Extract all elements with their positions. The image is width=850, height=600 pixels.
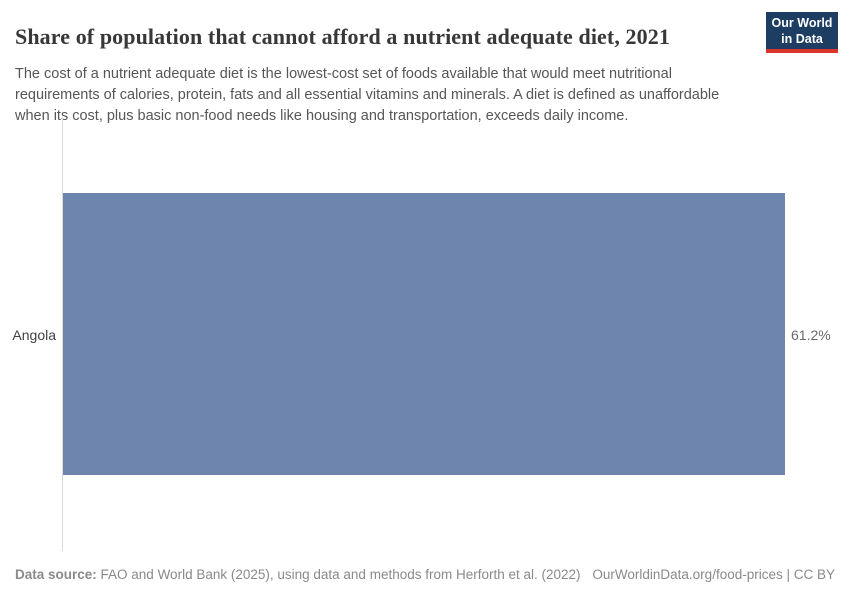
owid-logo-line1: Our World (771, 16, 833, 30)
chart-title: Share of population that cannot afford a… (15, 23, 670, 49)
data-source-label: Data source: (15, 567, 97, 582)
attribution-link[interactable]: OurWorldinData.org/food-prices | CC BY (592, 567, 835, 582)
value-label-angola: 61.2% (791, 327, 831, 343)
chart-subtitle: The cost of a nutrient adequate diet is … (15, 65, 720, 125)
data-source-text: FAO and World Bank (2025), using data an… (96, 567, 581, 582)
chart-footer: Data source: FAO and World Bank (2025), … (15, 567, 835, 582)
y-axis-line (62, 117, 63, 551)
entity-label-angola: Angola (12, 327, 56, 343)
owid-logo[interactable]: Our World in Data (766, 12, 838, 53)
bar-angola[interactable] (63, 193, 785, 475)
owid-logo-line2: in Data (781, 32, 823, 46)
data-source-note: Data source: FAO and World Bank (2025), … (15, 567, 581, 582)
